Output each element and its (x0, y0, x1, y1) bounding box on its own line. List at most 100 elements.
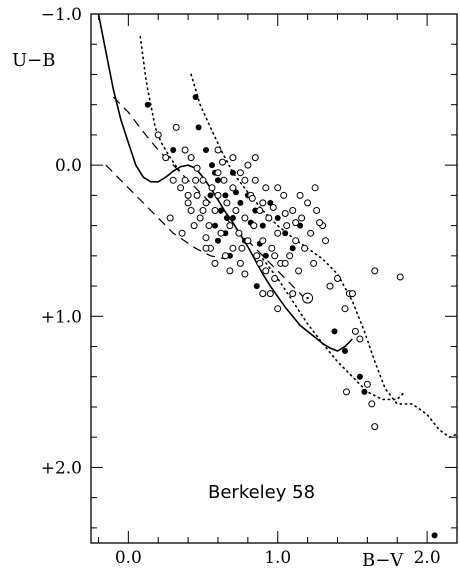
open-point (214, 146, 222, 154)
open-point (396, 273, 404, 281)
open-point (292, 237, 300, 245)
open-point (226, 267, 234, 275)
open-point (220, 176, 228, 184)
open-point (310, 259, 318, 267)
open-point (253, 252, 261, 260)
open-point (280, 191, 288, 199)
open-point (326, 282, 334, 290)
open-point (316, 219, 324, 227)
open-point (298, 214, 306, 222)
filled-point (229, 169, 236, 176)
open-point (289, 290, 297, 298)
open-point (304, 199, 312, 207)
filled-point (331, 328, 338, 335)
open-point (221, 252, 229, 260)
filled-point (218, 207, 224, 214)
open-point (193, 164, 201, 172)
open-point (202, 234, 210, 242)
open-point (265, 214, 273, 222)
open-point (211, 207, 219, 214)
x-tick-label: 0.0 (115, 548, 142, 568)
filled-point (222, 192, 229, 199)
open-point (368, 400, 376, 408)
open-point (236, 259, 244, 267)
open-point (286, 252, 294, 260)
open-point (283, 222, 291, 230)
open-point (351, 327, 359, 335)
open-point (202, 244, 210, 252)
model-curves (97, 13, 458, 439)
open-point (181, 146, 189, 154)
y-tick-label: +1.0 (41, 307, 82, 327)
open-point (271, 252, 279, 260)
open-point (274, 229, 282, 237)
filled-point (282, 230, 289, 237)
open-point (292, 219, 300, 227)
filled-point (259, 222, 266, 229)
filled-point (203, 147, 209, 153)
open-point (192, 176, 200, 184)
filled-point (215, 177, 221, 184)
open-point (322, 237, 329, 245)
open-point (262, 184, 270, 192)
open-point (259, 199, 267, 207)
open-point (196, 214, 204, 222)
open-point (313, 207, 321, 214)
open-point (268, 244, 276, 252)
filled-point (209, 162, 215, 169)
open-point (371, 267, 379, 275)
tick-labels: 0.0 1.0 2.0 −1.0 0.0 +1.0 +2.0 (41, 5, 441, 568)
filled-point (274, 215, 281, 221)
filled-point (289, 245, 296, 252)
open-point (262, 267, 270, 275)
filled-point (431, 532, 438, 539)
filled-point (144, 101, 151, 108)
open-point (154, 131, 162, 139)
open-point (363, 380, 371, 388)
open-point (311, 184, 319, 192)
open-point (244, 237, 252, 245)
y-axis-title: U−B (12, 50, 55, 71)
filled-point (229, 215, 236, 221)
filled-point (356, 373, 363, 380)
open-point (334, 275, 341, 282)
open-point (166, 214, 174, 222)
open-point (177, 184, 185, 192)
open-point (232, 207, 240, 214)
filled-point (237, 199, 244, 206)
dashed-curve-1 (112, 96, 309, 302)
dotted-curve-5 (262, 258, 406, 401)
open-point (241, 176, 249, 184)
open-point (178, 229, 186, 237)
open-point (169, 176, 177, 184)
open-point (248, 194, 256, 202)
open-point (281, 210, 289, 217)
y-tick-label: 0.0 (55, 156, 82, 176)
open-point (229, 184, 237, 192)
dotted-curve-4 (190, 73, 458, 439)
filled-point (262, 252, 269, 259)
open-point (199, 176, 207, 184)
filled-point (212, 222, 218, 229)
open-point (256, 207, 264, 214)
open-point (241, 214, 249, 222)
x-tick-label: 2.0 (414, 548, 441, 568)
open-point (238, 244, 246, 252)
open-point (162, 154, 170, 162)
open-point (199, 207, 207, 214)
open-point (266, 290, 274, 298)
open-point (236, 169, 244, 177)
filled-point (170, 147, 177, 153)
dotted-curve-3 (139, 35, 182, 174)
y-tick-label: −1.0 (41, 5, 82, 25)
open-point (274, 184, 282, 192)
open-point (181, 176, 189, 184)
open-point (343, 388, 350, 396)
open-point (214, 169, 222, 177)
open-point (356, 335, 364, 343)
open-point (184, 191, 192, 199)
open-point (226, 222, 234, 230)
open-point (348, 290, 356, 298)
open-point (274, 305, 282, 313)
filled-point (342, 348, 348, 354)
